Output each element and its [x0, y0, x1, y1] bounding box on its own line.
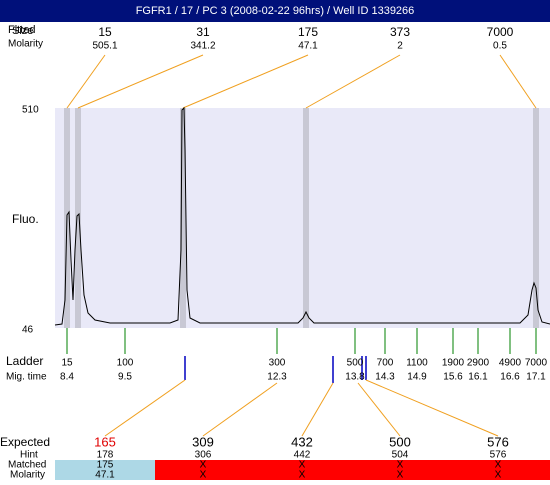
row-label: Molarity: [8, 39, 43, 50]
matched-cell: [55, 460, 155, 480]
expected-size: 576: [487, 434, 509, 449]
title-bar: [0, 0, 550, 22]
mig-time: 12.3: [267, 372, 287, 383]
peak-molarity: 341.2: [190, 41, 215, 52]
plot-area: [55, 108, 550, 328]
ladder-size: 500: [347, 358, 364, 369]
ladder-size: 700: [377, 358, 394, 369]
hint-size: 576: [490, 450, 507, 461]
row-label: Size: [12, 25, 33, 37]
ladder-size: 7000: [525, 358, 548, 369]
hint-size: 504: [392, 450, 409, 461]
mig-time: 9.5: [118, 372, 132, 383]
matched-size: 175: [97, 460, 114, 471]
row-label: Molarity: [10, 470, 45, 480]
matched-molarity: X: [299, 470, 306, 480]
mig-time: 14.9: [407, 372, 427, 383]
hint-size: 306: [195, 450, 212, 461]
mig-time: 15.6: [443, 372, 463, 383]
peak-molarity: 505.1: [92, 41, 117, 52]
peak-molarity: 2: [397, 41, 403, 52]
expected-size: 432: [291, 434, 313, 449]
unmatched-cells: [155, 460, 550, 480]
ladder-size: 1100: [406, 358, 428, 369]
row-label: Hint: [20, 450, 38, 461]
peak-size: 31: [196, 25, 210, 39]
expected-size: 500: [389, 434, 411, 449]
mig-time: 16.6: [500, 372, 520, 383]
matched-molarity: 47.1: [95, 470, 115, 480]
row-label: Expected: [0, 435, 50, 449]
hint-ticks: [184, 356, 367, 383]
expected-size: 165: [94, 434, 116, 449]
matched-size: X: [495, 460, 502, 471]
hint-size: 442: [294, 450, 311, 461]
matched-molarity: X: [495, 470, 502, 480]
row-label: Ladder: [6, 354, 43, 368]
peak-connectors: [66, 54, 537, 109]
title: FGFR1 / 17 / PC 3 (2008-02-22 96hrs) / W…: [136, 5, 415, 17]
row-label: Fitted: [8, 24, 36, 36]
y-max-label: 510: [22, 105, 39, 116]
y-axis-label: Fluo.: [12, 212, 39, 226]
peak-size: 175: [298, 25, 318, 39]
matched-size: X: [200, 460, 207, 471]
peak-size: 7000: [487, 25, 514, 39]
peak-size: 15: [98, 25, 112, 39]
trace: [54, 106, 550, 326]
mig-time: 14.3: [375, 372, 395, 383]
matched-size: X: [397, 460, 404, 471]
mig-time: 8.4: [60, 372, 74, 383]
expected-size: 309: [192, 434, 214, 449]
mig-time: 13.8: [345, 372, 365, 383]
peak-molarity: 47.1: [298, 41, 318, 52]
row-label: Matched: [8, 460, 46, 471]
ladder-size: 300: [269, 358, 286, 369]
expected-connectors: [104, 379, 499, 437]
matched-size: X: [299, 460, 306, 471]
peak-molarity: 0.5: [493, 41, 507, 52]
ladder-size: 1900: [442, 358, 465, 369]
ladder-size: 4900: [499, 358, 522, 369]
matched-molarity: X: [397, 470, 404, 480]
ladder-size: 15: [61, 358, 73, 369]
ladder-size: 100: [117, 358, 134, 369]
mig-time: 16.1: [468, 372, 488, 383]
row-label: Mig. time: [6, 372, 47, 383]
matched-molarity: X: [200, 470, 207, 480]
y-min-label: 46: [22, 325, 34, 336]
hint-size: 178: [97, 450, 114, 461]
mig-time: 17.1: [526, 372, 546, 383]
ladder-size: 2900: [467, 358, 490, 369]
peak-size: 373: [390, 25, 410, 39]
